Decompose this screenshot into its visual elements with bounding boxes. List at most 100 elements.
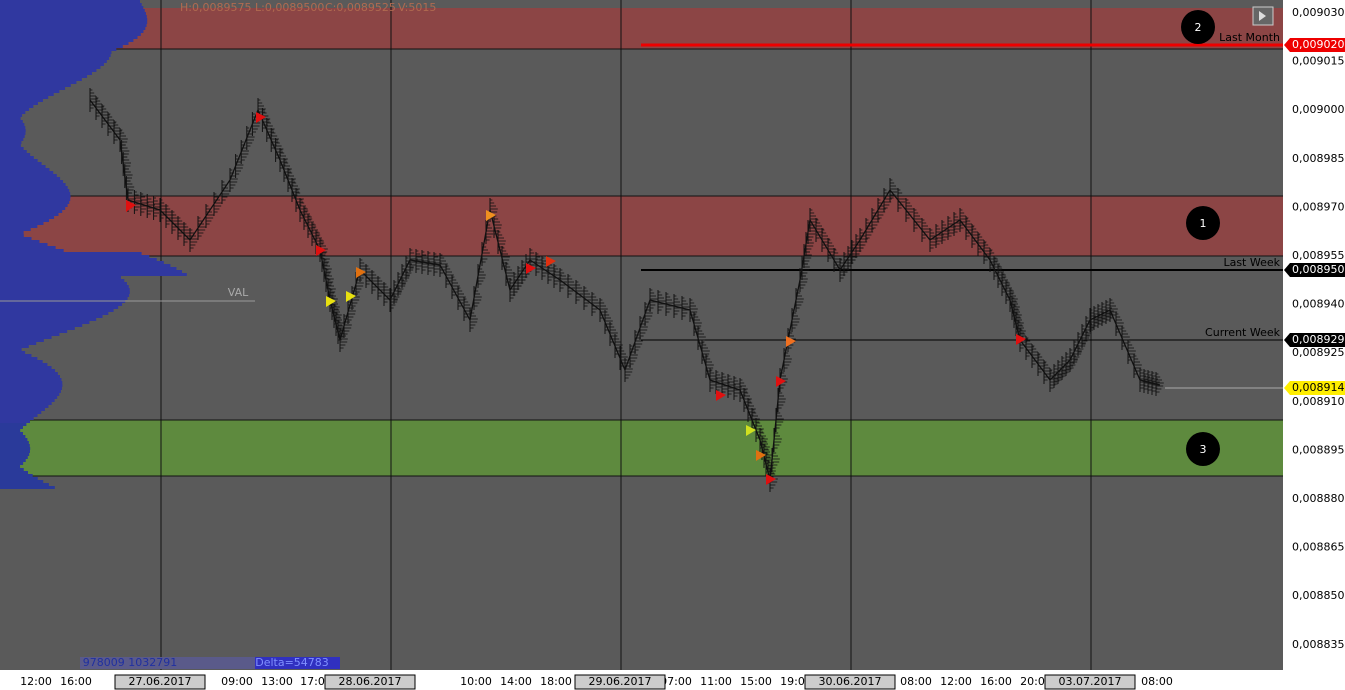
profile-bar [0, 123, 25, 126]
profile-bar [0, 219, 50, 222]
profile-bar [0, 432, 23, 435]
profile-bar [0, 216, 55, 219]
profile-bar [0, 330, 68, 333]
profile-bar [0, 138, 24, 141]
profile-bar [0, 144, 21, 147]
profile-bar [0, 207, 66, 210]
profile-bar [0, 108, 30, 111]
profile-bar [0, 135, 25, 138]
profile-bar [0, 237, 32, 240]
date-label: 29.06.2017 [589, 675, 652, 688]
profile-bar [0, 180, 64, 183]
profile-bar [0, 384, 63, 387]
profile-bar [0, 153, 31, 156]
time-label: 16:00 [60, 675, 92, 688]
profile-bar [0, 99, 43, 102]
profile-bar [0, 324, 83, 327]
profile-bar [0, 291, 130, 294]
profile-bar [0, 477, 38, 480]
profile-bar [0, 381, 63, 384]
profile-bar [0, 474, 33, 477]
profile-bar [0, 351, 26, 354]
profile-bar [0, 129, 26, 132]
profile-bar [0, 267, 177, 270]
profile-bar [0, 48, 117, 51]
profile-bar [0, 249, 64, 252]
volume-totals: 978009 1032791 [83, 656, 177, 669]
zone-top [0, 8, 1283, 49]
profile-bar [0, 264, 171, 267]
profile-bar [0, 159, 38, 162]
profile-bar [0, 42, 129, 45]
date-box [804, 674, 896, 690]
profile-bar [0, 84, 71, 87]
profile-bar [0, 456, 28, 459]
profile-bar [0, 333, 60, 336]
profile-bar [0, 390, 61, 393]
ohlc-close: C:0,0089525 [325, 1, 396, 14]
profile-bar [0, 276, 121, 279]
profile-bar [0, 45, 123, 48]
profile-bar [0, 147, 24, 150]
volume-profile [0, 0, 187, 489]
profile-bar [0, 354, 32, 357]
time-label: 07:00 [660, 675, 692, 688]
profile-bar [0, 165, 46, 168]
zone-badges [1181, 10, 1220, 466]
profile-bar [0, 339, 44, 342]
profile-bar [0, 321, 90, 324]
time-label: 15:00 [740, 675, 772, 688]
profile-bar [0, 417, 34, 420]
profile-bar [0, 72, 92, 75]
date-label: 27.06.2017 [129, 675, 192, 688]
time-label: 09:00 [221, 675, 253, 688]
profile-bar [0, 60, 107, 63]
zone-number: 1 [1200, 217, 1207, 230]
profile-bar [0, 366, 52, 369]
profile-bar [0, 453, 30, 456]
profile-bar [0, 24, 147, 27]
ohlc-low: L:0,0089500 [255, 1, 324, 14]
profile-bar [0, 411, 42, 414]
profile-bar [0, 75, 88, 78]
profile-bar [0, 435, 26, 438]
profile-bar [0, 225, 38, 228]
profile-bar [0, 114, 23, 117]
profile-bar [0, 126, 26, 129]
profile-bar [0, 186, 68, 189]
profile-bar [0, 393, 60, 396]
profile-bar [0, 414, 38, 417]
profile-bar [0, 240, 40, 243]
profile-bar [0, 396, 58, 399]
profile-bar [0, 423, 27, 426]
profile-bar [0, 6, 144, 9]
profile-bar [0, 30, 144, 33]
profile-bar [0, 279, 125, 282]
profile-bar [0, 87, 66, 90]
profile-bar [0, 117, 21, 120]
profile-bar [0, 18, 148, 21]
profile-bar [0, 402, 52, 405]
plot-area [0, 0, 1283, 670]
signal-markers [126, 112, 1026, 485]
profile-bar [0, 255, 150, 258]
profile-bar [0, 96, 49, 99]
profile-bar [0, 69, 97, 72]
profile-bar [0, 120, 23, 123]
time-label: 08:00 [1141, 675, 1173, 688]
profile-bar [0, 102, 38, 105]
time-label: 18:00 [540, 675, 572, 688]
profile-bar [0, 282, 127, 285]
profile-bar [0, 54, 111, 57]
delta-box [255, 657, 340, 669]
profile-bar [0, 450, 30, 453]
